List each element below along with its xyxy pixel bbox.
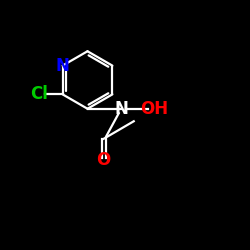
- Text: Cl: Cl: [30, 86, 48, 103]
- Text: N: N: [114, 100, 128, 118]
- Text: OH: OH: [140, 100, 168, 118]
- Text: N: N: [56, 57, 70, 74]
- Text: O: O: [96, 151, 111, 169]
